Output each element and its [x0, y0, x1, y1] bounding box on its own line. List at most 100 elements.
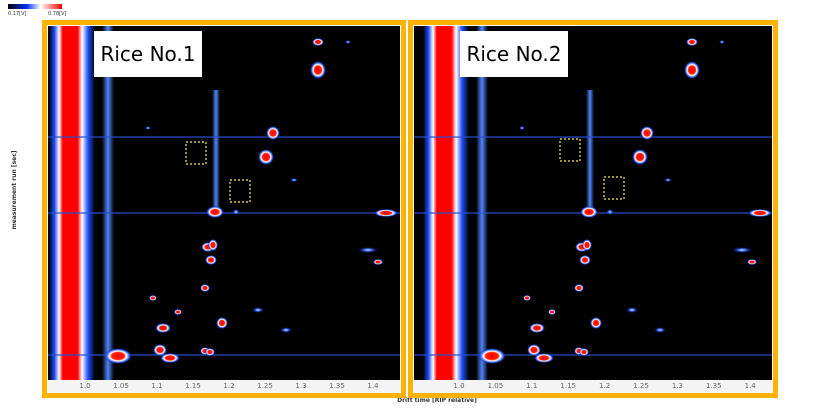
peak [748, 209, 772, 217]
peak [529, 323, 545, 333]
peak [582, 239, 592, 251]
highlight-box [185, 141, 207, 165]
peak [216, 317, 228, 329]
peak [640, 126, 654, 140]
colorbar [8, 4, 62, 9]
rip-band [423, 26, 469, 380]
x-tick-label: 1.3 [672, 382, 683, 390]
peak [160, 353, 180, 363]
tick-strip [414, 380, 772, 392]
h-streak [414, 354, 772, 356]
panel-frame [408, 20, 778, 398]
x-tick-label: 1.35 [706, 382, 722, 390]
peak [654, 327, 666, 333]
peak [280, 327, 292, 333]
peak [548, 309, 556, 315]
x-tick-label: 1.4 [745, 382, 757, 390]
x-axis-label: Drift time [RIP relative] [397, 397, 477, 404]
x-tick-label: 1.0 [453, 382, 464, 390]
peak [519, 126, 525, 130]
h-streak [48, 354, 400, 356]
x-tick-label: 1.1 [526, 382, 537, 390]
colorbar-min: 0.17[V] [8, 11, 27, 17]
peak [205, 348, 215, 356]
peak [626, 307, 638, 313]
x-tick-label: 1.1 [151, 382, 162, 390]
panel-frame [42, 20, 406, 398]
x-tick-label: 1.4 [367, 382, 379, 390]
panel-label: Rice No.2 [466, 42, 561, 66]
peak [232, 209, 240, 215]
h-streak [48, 212, 400, 214]
peak [523, 295, 531, 301]
peak [310, 61, 326, 79]
peak [149, 295, 157, 301]
panel-label: Rice No.1 [100, 42, 195, 66]
peak [534, 353, 554, 363]
x-tick-label: 1.0 [79, 382, 90, 390]
highlight-box [229, 179, 251, 203]
x-tick-label: 1.35 [329, 382, 345, 390]
v-band [586, 90, 594, 215]
panels: Rice No.1 1.0 1.05 1.1 1.15 1.2 1.25 1.3 1.35 1.4… [42, 20, 778, 398]
x-tick-label: 1.15 [560, 382, 576, 390]
peak [312, 38, 324, 46]
peak [686, 38, 698, 46]
x-tick-label: 1.3 [295, 382, 306, 390]
rip-band [49, 26, 95, 380]
peak [345, 40, 351, 44]
x-tick-label: 1.05 [113, 382, 129, 390]
highlight-box [559, 138, 581, 162]
x-tick-label: 1.05 [488, 382, 504, 390]
x-tick-label: 1.25 [257, 382, 273, 390]
peak [579, 255, 591, 265]
peak [153, 344, 167, 356]
x-tick-label: 1.25 [633, 382, 649, 390]
panel: Rice No.1 1.0 1.05 1.1 1.15 1.2 1.25 1.3 1.35 1.4 [42, 20, 406, 398]
peak [290, 178, 298, 182]
peak [252, 307, 264, 313]
y-axis-label: measurement run [sec] [11, 150, 18, 229]
colorbar-max: 0.78[V] [48, 11, 67, 17]
v-band [476, 26, 488, 380]
peak [684, 61, 700, 79]
peak [208, 239, 218, 251]
peak [358, 247, 378, 253]
peak [664, 178, 672, 182]
v-band [212, 90, 220, 215]
peak [174, 309, 182, 315]
label-box [460, 31, 568, 77]
peak [373, 259, 383, 265]
peak [206, 206, 224, 218]
peak [155, 323, 171, 333]
peak [145, 126, 151, 130]
peak [478, 348, 506, 364]
panel: Rice No.2 1.0 1.05 1.1 1.15 1.2 1.25 1.3 1.35 1.4 [408, 20, 778, 398]
peak [606, 209, 614, 215]
peak [258, 149, 274, 165]
peak [632, 149, 648, 165]
peak [200, 284, 210, 292]
x-tick-label: 1.2 [599, 382, 610, 390]
label-box [94, 31, 202, 77]
peak [104, 348, 132, 364]
x-tick-label: 1.2 [223, 382, 234, 390]
peak [266, 126, 280, 140]
v-band [102, 26, 114, 380]
peak [580, 206, 598, 218]
peak [590, 317, 602, 329]
h-streak [48, 136, 400, 138]
peak [579, 348, 589, 356]
x-tick-label: 1.15 [185, 382, 201, 390]
peak [527, 344, 541, 356]
peak [574, 284, 584, 292]
highlight-box [603, 176, 625, 200]
tick-strip [48, 380, 400, 392]
peak [732, 247, 752, 253]
peak [205, 255, 217, 265]
peak [719, 40, 725, 44]
h-streak [414, 136, 772, 138]
peak [374, 209, 398, 217]
peak [747, 259, 757, 265]
